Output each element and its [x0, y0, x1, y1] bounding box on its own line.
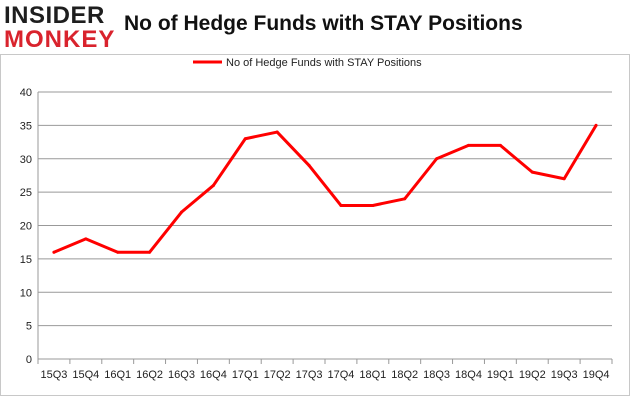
y-tick-label-20: 20 [20, 221, 32, 233]
x-tick-label-17Q2: 17Q2 [264, 369, 291, 381]
x-tick-label-15Q3: 15Q3 [40, 369, 67, 381]
data-point-15Q3 [52, 250, 56, 254]
x-tick-label-16Q4: 16Q4 [200, 369, 227, 381]
y-tick-label-5: 5 [26, 321, 32, 333]
data-point-17Q1 [243, 137, 247, 141]
y-tick-label-10: 10 [20, 287, 32, 299]
x-tick-label-19Q1: 19Q1 [487, 369, 514, 381]
y-tick-label-0: 0 [26, 354, 32, 366]
x-tick-label-19Q2: 19Q2 [519, 369, 546, 381]
x-tick-label-17Q3: 17Q3 [296, 369, 323, 381]
logo-text-insider: INSIDER [4, 2, 105, 29]
data-point-17Q4 [339, 203, 343, 207]
x-tick-label-16Q2: 16Q2 [136, 369, 163, 381]
x-tick-label-18Q3: 18Q3 [423, 369, 450, 381]
data-point-18Q3 [435, 157, 439, 161]
insider-monkey-logo: INSIDER MONKEY [4, 4, 116, 52]
y-tick-label-25: 25 [20, 187, 32, 199]
data-point-17Q3 [307, 163, 311, 167]
chart-title: No of Hedge Funds with STAY Positions [124, 12, 523, 35]
y-tick-label-30: 30 [20, 154, 32, 166]
data-point-18Q1 [371, 203, 375, 207]
data-point-17Q2 [275, 130, 279, 134]
data-point-19Q4 [594, 123, 598, 127]
data-point-16Q2 [148, 250, 152, 254]
x-tick-label-16Q1: 16Q1 [104, 369, 131, 381]
data-point-19Q3 [562, 177, 566, 181]
x-tick-label-18Q2: 18Q2 [391, 369, 418, 381]
y-tick-label-15: 15 [20, 254, 32, 266]
y-tick-label-35: 35 [20, 120, 32, 132]
data-point-19Q2 [530, 170, 534, 174]
data-point-18Q2 [403, 197, 407, 201]
data-point-16Q4 [211, 183, 215, 187]
logo-text-monkey: MONKEY [4, 26, 116, 53]
x-tick-label-17Q1: 17Q1 [232, 369, 259, 381]
data-point-19Q1 [498, 143, 502, 147]
x-tick-label-19Q4: 19Q4 [583, 369, 610, 381]
x-tick-label-15Q4: 15Q4 [72, 369, 99, 381]
legend-label: No of Hedge Funds with STAY Positions [226, 57, 422, 69]
data-point-18Q4 [467, 143, 470, 147]
data-point-16Q3 [180, 210, 183, 214]
x-tick-label-16Q3: 16Q3 [168, 369, 195, 381]
x-tick-label-17Q4: 17Q4 [327, 369, 354, 381]
data-point-15Q4 [84, 237, 88, 241]
data-point-16Q1 [116, 250, 120, 254]
y-tick-label-40: 40 [20, 87, 32, 99]
series-line-0 [52, 123, 598, 254]
x-tick-label-18Q4: 18Q4 [455, 369, 482, 381]
x-tick-label-19Q3: 19Q3 [551, 369, 578, 381]
x-tick-label-18Q1: 18Q1 [359, 369, 386, 381]
